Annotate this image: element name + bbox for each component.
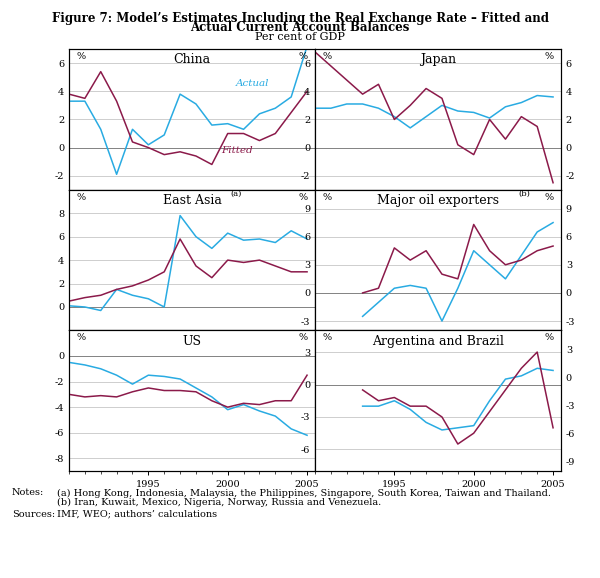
Text: (b): (b)	[518, 190, 530, 198]
Text: Fitted: Fitted	[221, 146, 253, 155]
Text: Figure 7: Model’s Estimates Including the Real Exchange Rate – Fitted and: Figure 7: Model’s Estimates Including th…	[52, 12, 548, 24]
Text: Per cent of GDP: Per cent of GDP	[255, 32, 345, 42]
Text: Notes:: Notes:	[12, 488, 44, 498]
Text: %: %	[544, 52, 554, 61]
Text: Major oil exporters: Major oil exporters	[373, 194, 503, 207]
Text: Actual Current Account Balances: Actual Current Account Balances	[190, 21, 410, 34]
Text: Sources:: Sources:	[12, 510, 55, 519]
Text: %: %	[76, 334, 86, 342]
Text: %: %	[544, 192, 554, 202]
Text: %: %	[322, 334, 332, 342]
Text: China: China	[173, 53, 211, 66]
Text: (a) Hong Kong, Indonesia, Malaysia, the Philippines, Singapore, South Korea, Tai: (a) Hong Kong, Indonesia, Malaysia, the …	[57, 488, 551, 498]
Text: %: %	[76, 52, 86, 61]
Text: %: %	[298, 334, 308, 342]
Text: IMF, WEO; authors’ calculations: IMF, WEO; authors’ calculations	[57, 510, 217, 519]
Text: East Asia: East Asia	[158, 194, 226, 207]
Text: %: %	[544, 334, 554, 342]
Text: %: %	[298, 192, 308, 202]
Text: (a): (a)	[230, 190, 241, 198]
Text: %: %	[322, 192, 332, 202]
Text: %: %	[76, 192, 86, 202]
Text: (b) Iran, Kuwait, Mexico, Nigeria, Norway, Russia and Venezuela.: (b) Iran, Kuwait, Mexico, Nigeria, Norwa…	[57, 498, 381, 507]
Text: %: %	[298, 52, 308, 61]
Text: East Asia: East Asia	[163, 194, 221, 207]
Text: Actual: Actual	[236, 79, 270, 88]
Text: Major oil exporters: Major oil exporters	[377, 194, 499, 207]
Text: Japan: Japan	[420, 53, 456, 66]
Text: US: US	[182, 335, 202, 347]
Text: Argentina and Brazil: Argentina and Brazil	[372, 335, 504, 347]
Text: %: %	[322, 52, 332, 61]
